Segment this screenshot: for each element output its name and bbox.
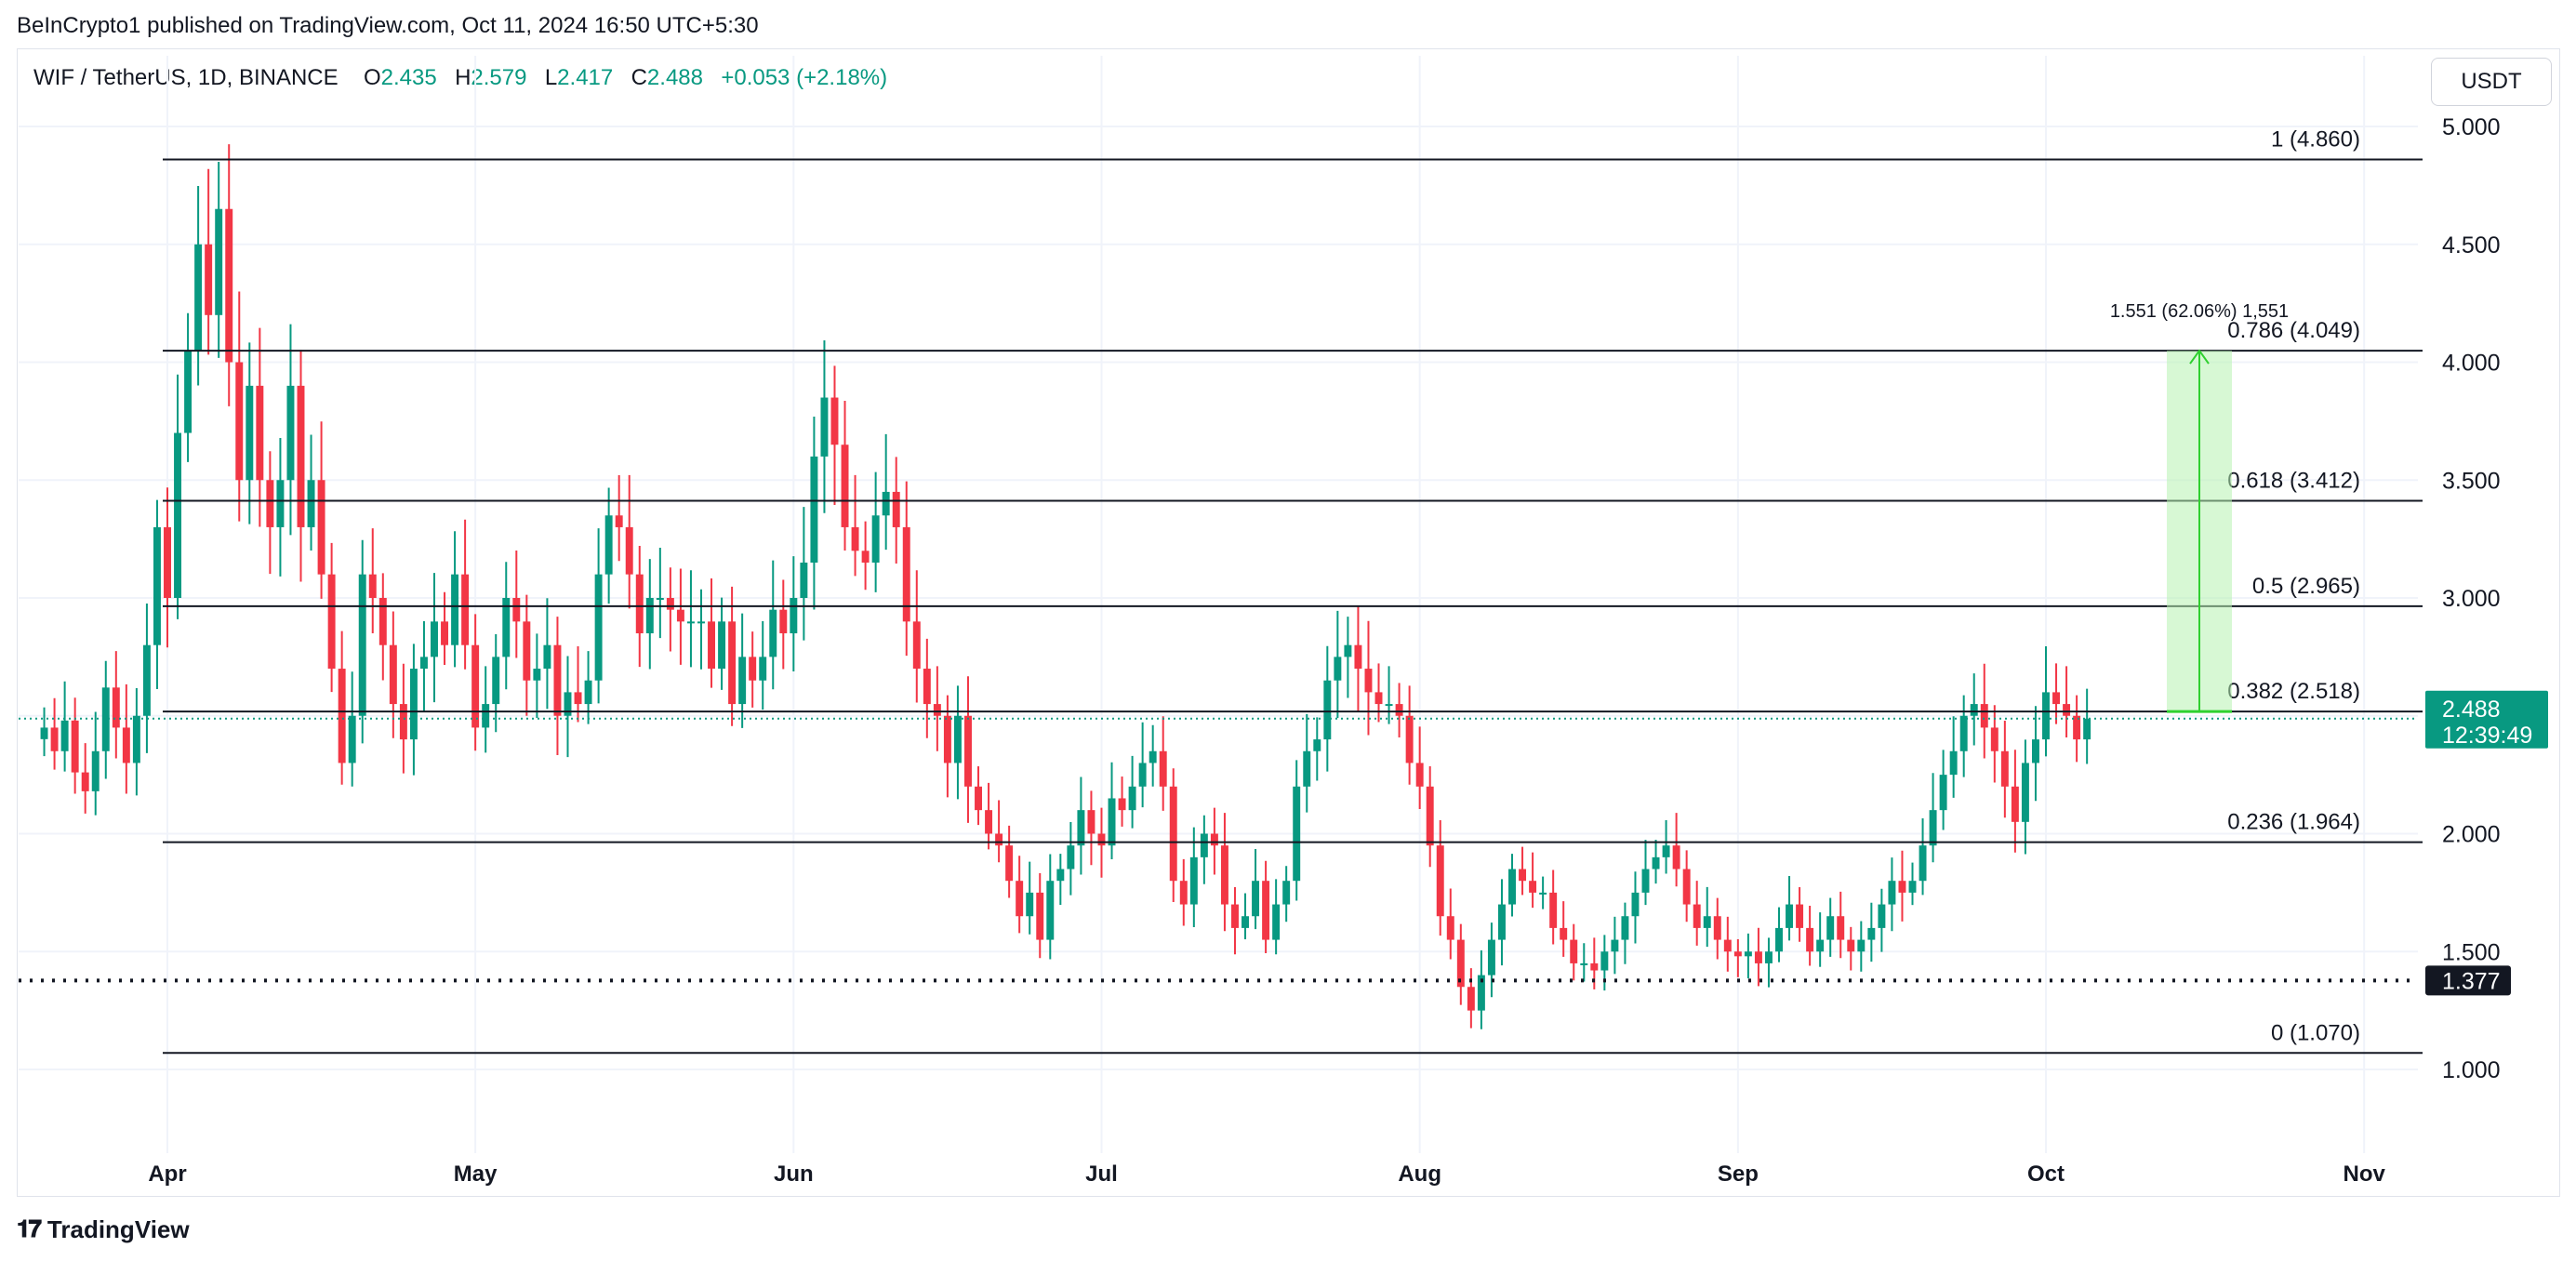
close-label: C	[631, 65, 647, 90]
change-value: +0.053 (+2.18%)	[721, 65, 888, 90]
low-value: 2.417	[557, 65, 614, 90]
tradingview-logo-icon: 𝟏𝟕	[17, 1215, 42, 1242]
chart-frame	[17, 48, 2560, 1197]
high-label: H	[455, 65, 471, 90]
tradingview-brand: TradingView	[46, 1215, 190, 1243]
ohlc-legend: WIF / TetherUS, 1D, BINANCE O2.435 H2.57…	[33, 65, 887, 91]
publisher-line: BeInCrypto1 published on TradingView.com…	[17, 13, 759, 38]
low-label: L	[544, 65, 558, 90]
tradingview-logo[interactable]: 𝟏𝟕 TradingView	[17, 1215, 190, 1244]
open-label: O	[363, 65, 381, 90]
symbol-label[interactable]: WIF / TetherUS, 1D, BINANCE	[33, 65, 339, 90]
open-value: 2.435	[380, 65, 437, 90]
currency-button[interactable]: USDT	[2431, 58, 2552, 106]
high-value: 2.579	[471, 65, 527, 90]
close-value: 2.488	[646, 65, 703, 90]
